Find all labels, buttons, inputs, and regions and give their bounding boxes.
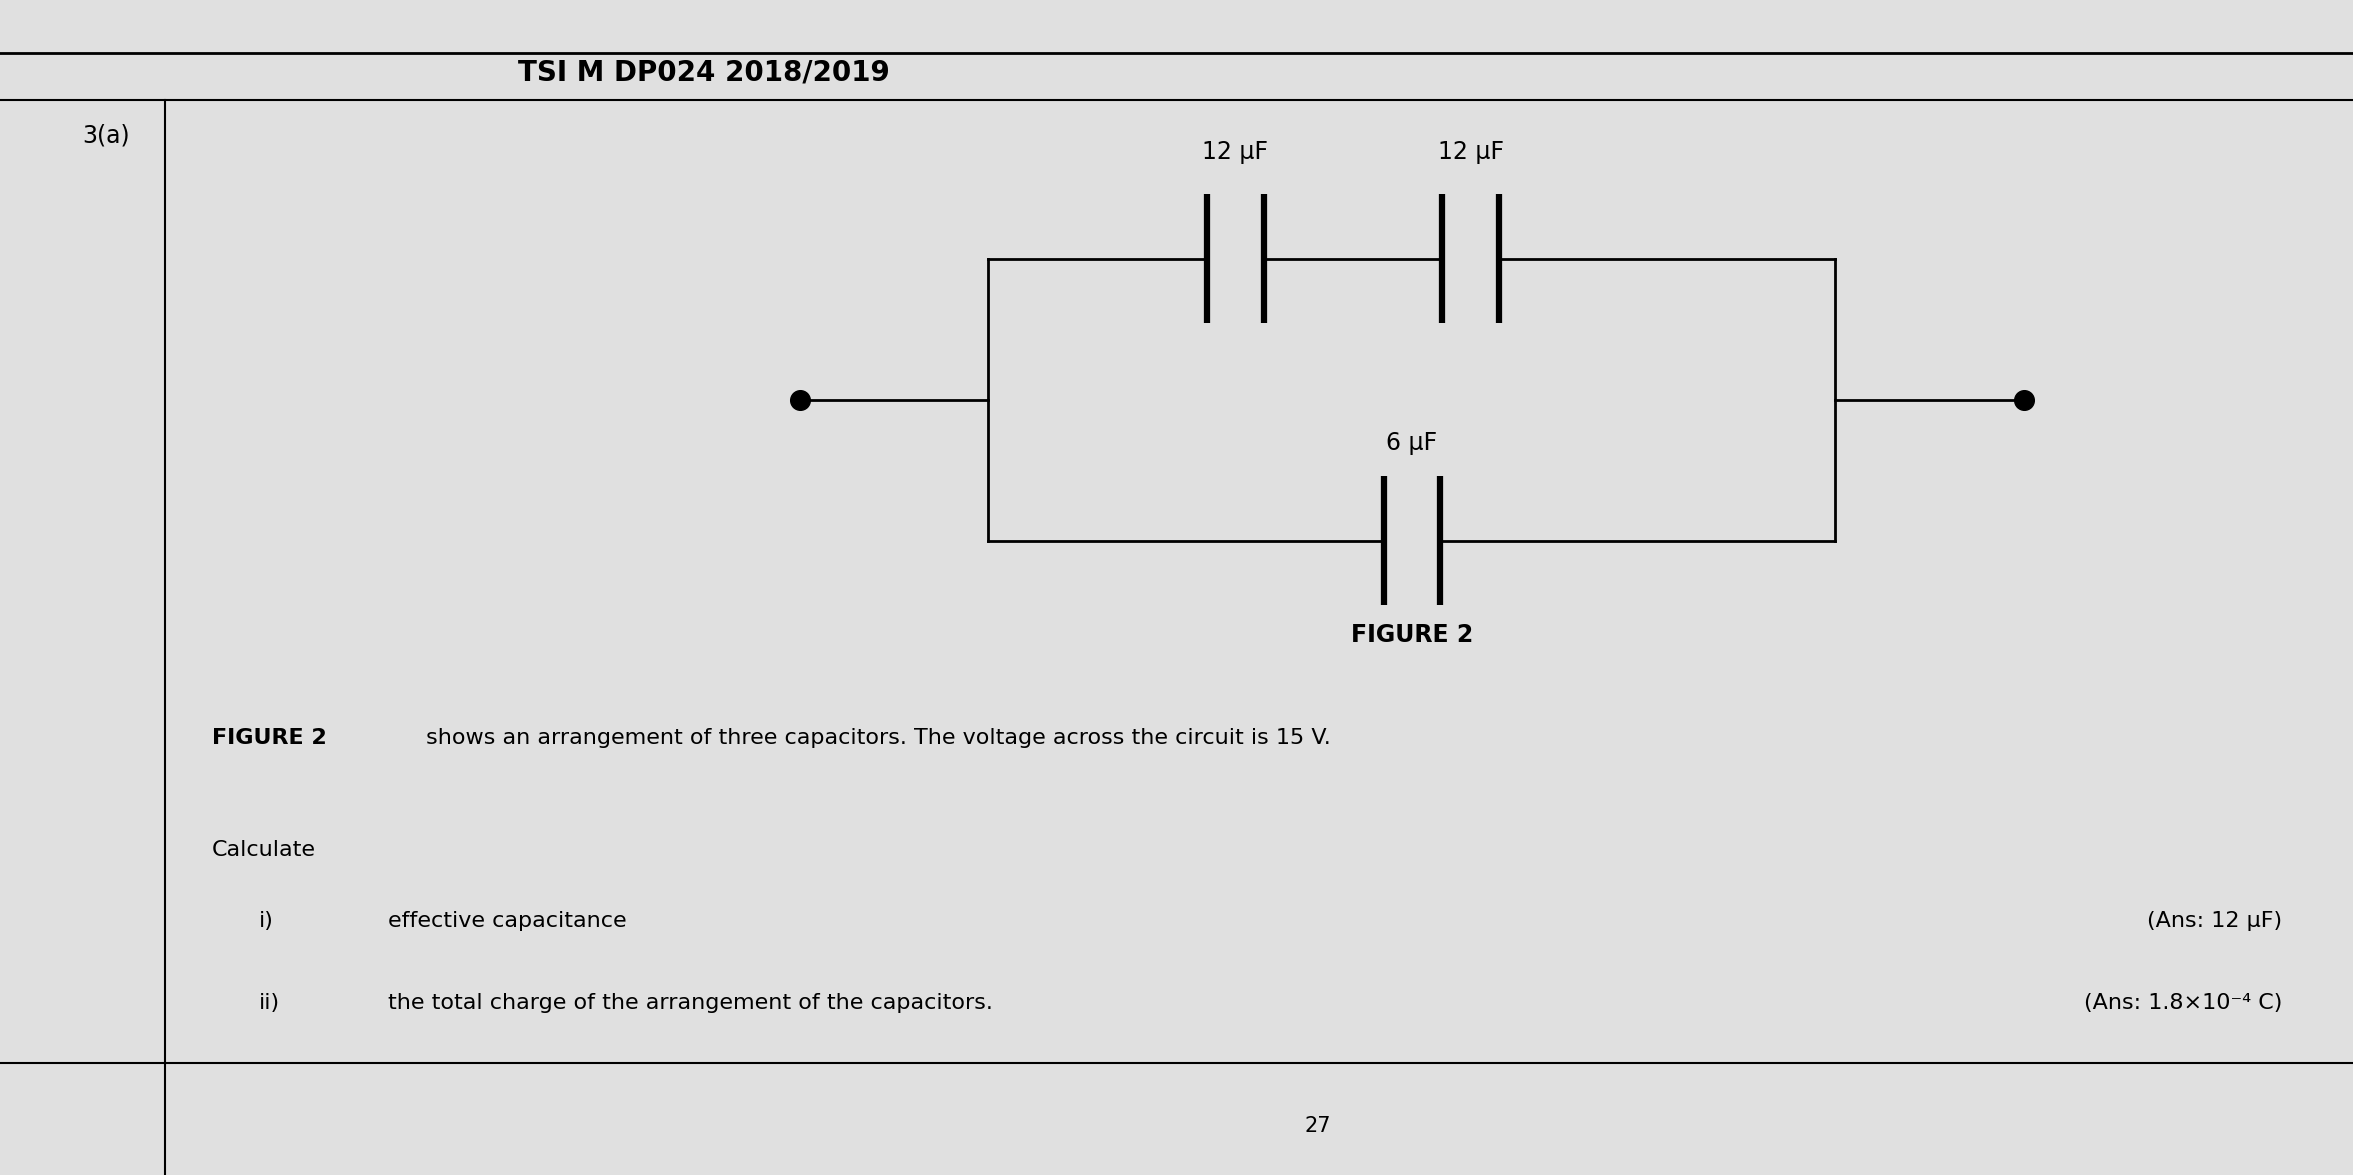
Text: shows an arrangement of three capacitors. The voltage across the circuit is 15 V: shows an arrangement of three capacitors… — [419, 728, 1329, 748]
Text: 3(a): 3(a) — [82, 123, 129, 147]
Point — [781, 390, 819, 409]
Text: (Ans: 12 μF): (Ans: 12 μF) — [2148, 911, 2282, 931]
Text: 6 μF: 6 μF — [1386, 431, 1438, 455]
Text: FIGURE 2: FIGURE 2 — [212, 728, 327, 748]
Text: 12 μF: 12 μF — [1202, 141, 1268, 165]
Text: i): i) — [259, 911, 273, 931]
Text: TSI M DP024 2018/2019: TSI M DP024 2018/2019 — [518, 59, 889, 87]
Text: 12 μF: 12 μF — [1438, 141, 1504, 165]
Text: Calculate: Calculate — [212, 840, 315, 860]
Text: ii): ii) — [259, 993, 280, 1013]
Text: 27: 27 — [1304, 1116, 1332, 1136]
Text: (Ans: 1.8×10⁻⁴ C): (Ans: 1.8×10⁻⁴ C) — [2085, 993, 2282, 1013]
Text: effective capacitance: effective capacitance — [388, 911, 626, 931]
Text: FIGURE 2: FIGURE 2 — [1351, 623, 1473, 646]
Text: the total charge of the arrangement of the capacitors.: the total charge of the arrangement of t… — [388, 993, 993, 1013]
Point — [2005, 390, 2042, 409]
